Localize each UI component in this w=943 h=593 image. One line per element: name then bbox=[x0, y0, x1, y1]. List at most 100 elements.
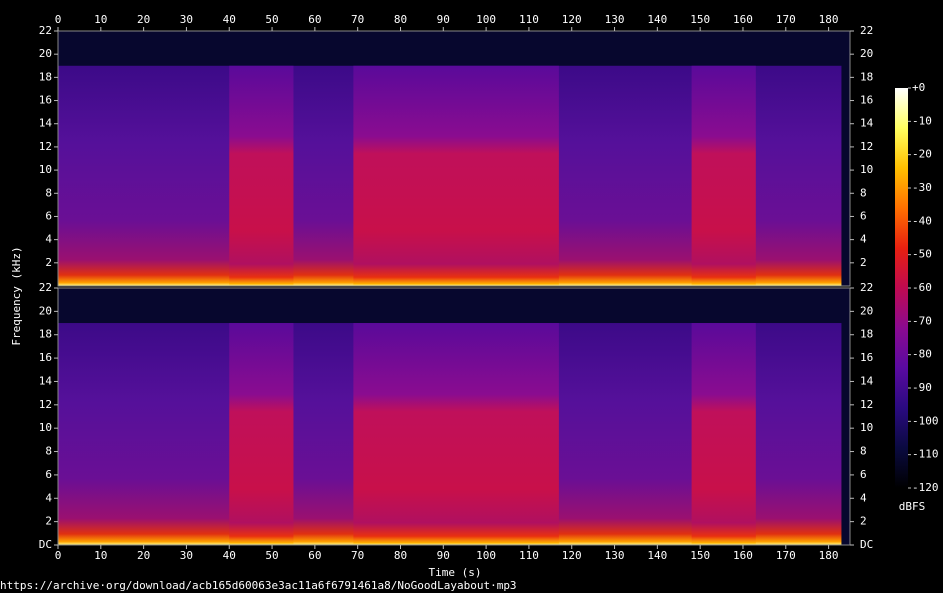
y-tick-label: 20 bbox=[860, 47, 873, 60]
colorbar-tick-label: +0 bbox=[912, 81, 925, 94]
x-tick-label: 0 bbox=[55, 13, 62, 26]
y-tick-label: 16 bbox=[39, 351, 52, 364]
x-tick-label: 20 bbox=[137, 549, 150, 562]
x-tick-label: 60 bbox=[308, 549, 321, 562]
x-tick-label: 20 bbox=[137, 13, 150, 26]
x-tick-label: 0 bbox=[55, 549, 62, 562]
colorbar-tick-label: -10 bbox=[912, 114, 932, 127]
colorbar-tick-label: -40 bbox=[912, 214, 932, 227]
y-axis-label: Frequency (kHz) bbox=[10, 246, 23, 345]
x-tick-label: 80 bbox=[394, 13, 407, 26]
y-tick-label: 2 bbox=[45, 515, 52, 528]
y-tick-label: 18 bbox=[39, 70, 52, 83]
colorbar bbox=[895, 88, 908, 488]
y-tick-label: 8 bbox=[45, 445, 52, 458]
y-tick-label: 6 bbox=[45, 209, 52, 222]
x-tick-label: 160 bbox=[733, 13, 753, 26]
x-tick-label: 10 bbox=[94, 13, 107, 26]
x-tick-label: 140 bbox=[647, 549, 667, 562]
y-tick-label: 22 bbox=[860, 24, 873, 37]
x-tick-label: 170 bbox=[776, 549, 796, 562]
x-tick-label: 100 bbox=[476, 549, 496, 562]
colorbar-tick-label: -50 bbox=[912, 248, 932, 261]
y-tick-label: 18 bbox=[860, 328, 873, 341]
y-tick-label: 22 bbox=[39, 281, 52, 294]
colorbar-tick-label: -90 bbox=[912, 381, 932, 394]
x-tick-label: 110 bbox=[519, 13, 539, 26]
x-tick-label: 90 bbox=[437, 549, 450, 562]
y-tick-label: 14 bbox=[860, 374, 874, 387]
y-tick-label: 22 bbox=[39, 24, 52, 37]
x-tick-label: 70 bbox=[351, 549, 364, 562]
y-tick-label: 4 bbox=[45, 491, 52, 504]
x-tick-label: 180 bbox=[819, 549, 839, 562]
y-tick-label: DC bbox=[39, 538, 52, 551]
x-axis-label: Time (s) bbox=[429, 566, 482, 579]
y-tick-label: 12 bbox=[39, 140, 52, 153]
y-tick-label: 4 bbox=[860, 491, 867, 504]
loud-segment bbox=[353, 323, 559, 545]
y-tick-label: 6 bbox=[860, 209, 867, 222]
y-tick-label: 2 bbox=[860, 256, 867, 269]
y-tick-label: 2 bbox=[860, 515, 867, 528]
x-tick-label: 120 bbox=[562, 13, 582, 26]
x-tick-label: 150 bbox=[690, 549, 710, 562]
colorbar-tick-label: -120 bbox=[912, 481, 939, 494]
loud-segment bbox=[691, 65, 756, 286]
x-tick-label: 180 bbox=[819, 13, 839, 26]
y-tick-label: 10 bbox=[39, 163, 52, 176]
x-tick-label: 60 bbox=[308, 13, 321, 26]
loud-segment bbox=[229, 323, 294, 545]
y-tick-label: 4 bbox=[860, 233, 867, 246]
x-tick-label: 30 bbox=[180, 549, 193, 562]
y-tick-label: 8 bbox=[860, 445, 867, 458]
colorbar-tick-label: -70 bbox=[912, 314, 932, 327]
x-tick-label: 140 bbox=[647, 13, 667, 26]
y-tick-label: 16 bbox=[39, 94, 52, 107]
colorbar-tick-label: -60 bbox=[912, 281, 932, 294]
y-tick-label: 10 bbox=[860, 421, 873, 434]
x-tick-label: 90 bbox=[437, 13, 450, 26]
x-tick-label: 120 bbox=[562, 549, 582, 562]
x-tick-label: 130 bbox=[605, 13, 625, 26]
x-tick-label: 110 bbox=[519, 549, 539, 562]
y-tick-label: 14 bbox=[860, 117, 874, 130]
x-tick-label: 50 bbox=[265, 13, 278, 26]
y-tick-label: 16 bbox=[860, 351, 873, 364]
y-tick-label: 18 bbox=[860, 70, 873, 83]
y-tick-label: 12 bbox=[39, 398, 52, 411]
panel-frame bbox=[57, 287, 851, 546]
y-tick-label: 12 bbox=[860, 140, 873, 153]
loud-segment bbox=[229, 65, 294, 286]
colorbar-label: dBFS bbox=[899, 500, 926, 513]
y-tick-label: 10 bbox=[39, 421, 52, 434]
loud-segment bbox=[691, 323, 756, 545]
loud-segment bbox=[353, 65, 559, 286]
y-tick-label: 6 bbox=[860, 468, 867, 481]
colorbar-tick-label: -80 bbox=[912, 348, 932, 361]
y-tick-label: 12 bbox=[860, 398, 873, 411]
colorbar-tick-label: -30 bbox=[912, 181, 932, 194]
y-tick-label: 2 bbox=[45, 256, 52, 269]
y-tick-label: 6 bbox=[45, 468, 52, 481]
footer-url: https://archive·org/download/acb165d6006… bbox=[0, 579, 517, 592]
x-tick-label: 170 bbox=[776, 13, 796, 26]
y-tick-label: 8 bbox=[45, 186, 52, 199]
x-tick-label: 160 bbox=[733, 549, 753, 562]
y-tick-label: 20 bbox=[860, 304, 873, 317]
x-tick-label: 70 bbox=[351, 13, 364, 26]
x-tick-label: 40 bbox=[223, 549, 236, 562]
x-tick-label: 100 bbox=[476, 13, 496, 26]
x-tick-label: 50 bbox=[265, 549, 278, 562]
colorbar-tick-label: -100 bbox=[912, 414, 939, 427]
colorbar-tick-label: -20 bbox=[912, 148, 932, 161]
x-tick-label: 80 bbox=[394, 549, 407, 562]
x-tick-label: 30 bbox=[180, 13, 193, 26]
y-tick-label: DC bbox=[860, 538, 873, 551]
y-tick-label: 16 bbox=[860, 94, 873, 107]
y-tick-label: 22 bbox=[860, 281, 873, 294]
x-tick-label: 150 bbox=[690, 13, 710, 26]
y-tick-label: 10 bbox=[860, 163, 873, 176]
y-tick-label: 4 bbox=[45, 233, 52, 246]
